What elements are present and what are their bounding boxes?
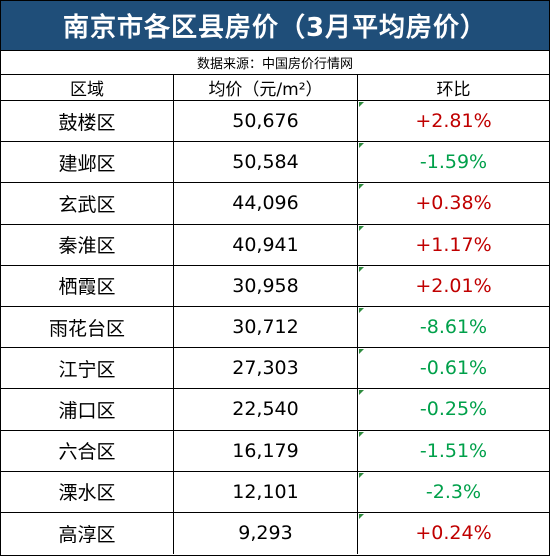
district-cell: 玄武区: [1, 183, 174, 224]
price-cell: 40,941: [174, 224, 358, 265]
district-cell: 栖霞区: [1, 265, 174, 306]
price-cell: 50,676: [174, 101, 358, 142]
district-cell: 江宁区: [1, 348, 174, 389]
table-row: 溧水区 12,101 -2.3%: [1, 471, 549, 513]
price-cell: 12,101: [174, 471, 358, 512]
table-row: 栖霞区 30,958 +2.01%: [1, 265, 549, 307]
cell-marker-icon: [359, 307, 364, 313]
table-row: 雨花台区 30,712 -8.61%: [1, 306, 549, 349]
change-cell: +2.81%: [358, 101, 549, 141]
price-cell: 9,293: [174, 512, 358, 555]
change-cell: -1.59%: [358, 142, 549, 182]
table-row: 江宁区 27,303 -0.61%: [1, 348, 549, 390]
table-body: 鼓楼区 50,676 +2.81% 建邺区 50,584 -1.59% 玄武区 …: [1, 101, 549, 555]
price-cell: 27,303: [174, 348, 358, 389]
table-row: 鼓楼区 50,676 +2.81%: [1, 101, 549, 143]
district-cell: 雨花台区: [1, 306, 174, 348]
data-source-note: 数据来源：中国房价行情网: [1, 51, 549, 75]
change-cell: -8.61%: [358, 307, 549, 347]
district-cell: 秦淮区: [1, 224, 174, 265]
price-cell: 16,179: [174, 430, 358, 471]
cell-marker-icon: [359, 102, 364, 107]
table-row: 高淳区 9,293 +0.24%: [1, 512, 549, 555]
change-cell: -2.3%: [358, 472, 549, 512]
change-cell: +0.24%: [358, 513, 549, 554]
table-row: 六合区 16,179 -1.51%: [1, 430, 549, 472]
change-cell: -1.51%: [358, 431, 549, 471]
change-cell: -0.61%: [358, 348, 549, 388]
cell-marker-icon: [359, 266, 364, 272]
price-cell: 22,540: [174, 389, 358, 430]
table-title: 南京市各区县房价（3月平均房价）: [1, 1, 549, 51]
price-cell: 44,096: [174, 183, 358, 224]
price-cell: 30,712: [174, 306, 358, 348]
change-cell: -0.25%: [358, 389, 549, 429]
header-row: 区域 均价（元/m²） 环比: [1, 75, 549, 101]
cell-marker-icon: [359, 513, 364, 519]
cell-marker-icon: [359, 472, 364, 478]
table-row: 玄武区 44,096 +0.38%: [1, 183, 549, 225]
price-cell: 50,584: [174, 142, 358, 183]
table-row: 建邺区 50,584 -1.59%: [1, 142, 549, 184]
district-cell: 六合区: [1, 430, 174, 471]
change-cell: +1.17%: [358, 225, 549, 265]
district-cell: 浦口区: [1, 389, 174, 430]
cell-marker-icon: [359, 184, 364, 190]
change-cell: +2.01%: [358, 266, 549, 306]
cell-marker-icon: [359, 390, 364, 396]
table-row: 浦口区 22,540 -0.25%: [1, 389, 549, 431]
change-cell: +0.38%: [358, 183, 549, 223]
price-cell: 30,958: [174, 265, 358, 306]
header-avg-price: 均价（元/m²）: [174, 75, 358, 100]
cell-marker-icon: [359, 225, 364, 231]
cell-marker-icon: [359, 143, 364, 149]
cell-marker-icon: [359, 431, 364, 437]
district-cell: 鼓楼区: [1, 101, 174, 142]
cell-marker-icon: [359, 349, 364, 355]
district-cell: 高淳区: [1, 512, 174, 555]
district-cell: 溧水区: [1, 471, 174, 512]
district-cell: 建邺区: [1, 142, 174, 183]
header-change: 环比: [436, 80, 471, 100]
header-district: 区域: [1, 75, 174, 100]
table-row: 秦淮区 40,941 +1.17%: [1, 224, 549, 266]
